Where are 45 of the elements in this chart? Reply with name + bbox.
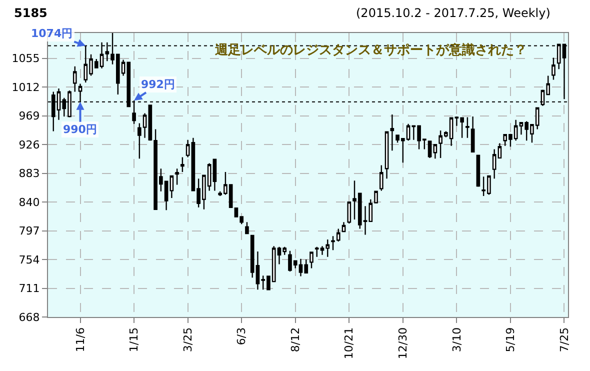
y-tick-label: 1012 [12,80,40,94]
x-tick-label: 1/15 [128,327,141,352]
y-tick-label: 797 [18,224,40,238]
candlestick [170,175,174,199]
y-tick-label: 840 [18,196,40,209]
chart-title: 5185 [14,6,48,20]
x-tick-label: 3/25 [181,327,194,352]
candlestick [433,144,438,160]
candlestick [552,57,556,80]
x-tick-label: 8/12 [288,327,302,352]
x-tick-label: 7/25 [558,327,571,352]
candlestick [379,164,384,192]
candlestick [212,158,217,192]
candlestick [180,156,184,173]
y-tick-label: 754 [18,253,40,266]
candlestick [72,66,77,92]
x-tick-label: 6/3 [235,327,248,346]
y-tick-label: 969 [18,110,40,123]
annotation: 1074円 [31,27,73,40]
candlestick [466,116,470,139]
candlestick [390,114,394,152]
candlestick [175,168,179,186]
candlestick [428,140,432,159]
candlestick [310,252,314,269]
annotation: 990円 [63,123,97,136]
candlestick [342,222,346,233]
x-tick-label: 10/21 [342,327,356,360]
candlestick [186,139,190,158]
y-tick-label: 668 [18,310,40,324]
x-tick-label: 11/6 [74,327,87,352]
y-tick-label: 711 [18,282,40,296]
x-tick-label: 5/19 [504,327,518,352]
candlestick [347,201,352,224]
x-tick-label: 12/30 [396,327,410,360]
candlestick [384,131,389,180]
candlestick [470,116,475,153]
y-tick-label: 926 [18,138,40,152]
candlestick [245,222,249,234]
chart-subtitle: (2015.10.2 - 2017.7.25, Weekly) [356,6,550,20]
x-tick-label: 3/10 [450,327,464,352]
y-tick-label: 1055 [12,52,40,66]
annotation: 992円 [141,78,175,91]
annotation: 週足レベルのレジスタンス＆サポートが意識された？ [214,42,527,58]
candlestick [476,154,480,188]
y-tick-label: 883 [18,167,40,180]
